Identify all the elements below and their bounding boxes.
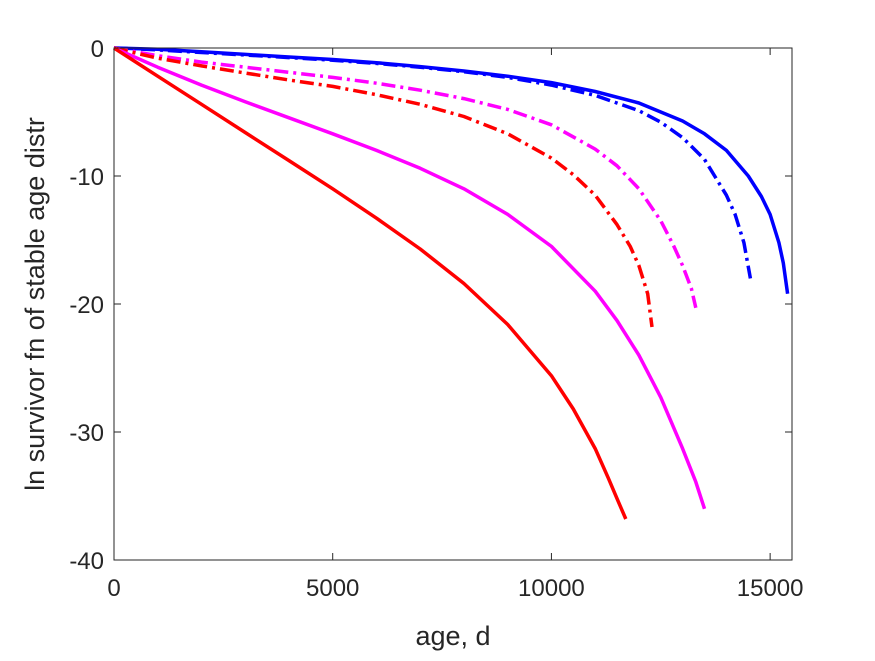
x-tick-label: 15000 bbox=[737, 575, 804, 602]
y-tick-label: -40 bbox=[69, 548, 104, 575]
y-axis: 0 -10 -20 -30 -40 bbox=[69, 36, 792, 575]
x-axis: 0 5000 10000 15000 bbox=[107, 48, 804, 602]
y-tick-label: -30 bbox=[69, 420, 104, 447]
y-axis-label: ln survivor fn of stable age distr bbox=[20, 117, 50, 491]
y-tick-label: -10 bbox=[69, 164, 104, 191]
x-axis-label: age, d bbox=[415, 621, 490, 651]
series-layer bbox=[113, 46, 790, 520]
series-line-5 bbox=[113, 46, 707, 510]
series-line-4 bbox=[113, 46, 654, 328]
series-line-6 bbox=[113, 46, 628, 520]
y-tick-label: 0 bbox=[91, 36, 104, 63]
x-tick-label: 5000 bbox=[306, 575, 359, 602]
series-line-2 bbox=[113, 46, 753, 279]
y-tick-label: -20 bbox=[69, 292, 104, 319]
x-tick-label: 10000 bbox=[518, 575, 585, 602]
x-tick-label: 0 bbox=[107, 575, 120, 602]
series-line-1 bbox=[113, 46, 790, 295]
series-line-3 bbox=[113, 46, 698, 309]
